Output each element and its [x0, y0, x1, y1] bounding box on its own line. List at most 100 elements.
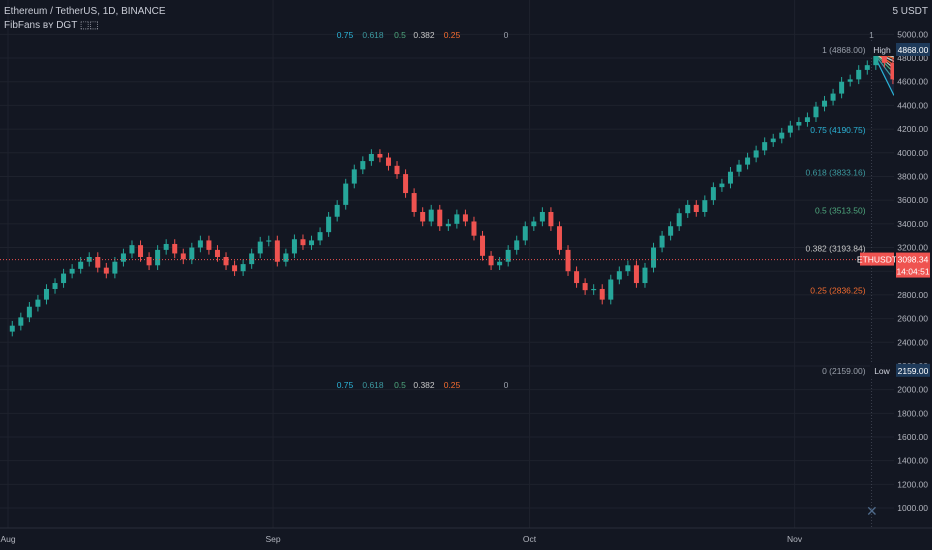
fan-top-label: 0.5	[394, 30, 406, 40]
candle	[762, 142, 768, 151]
candle	[582, 283, 588, 291]
candle	[266, 240, 272, 242]
low-value-tag: 2159.00	[898, 366, 929, 376]
time-tick-label: Sep	[265, 534, 280, 544]
price-tick-label: 4800.00	[897, 53, 928, 63]
candle	[685, 204, 691, 214]
candle	[839, 81, 845, 94]
time-tick-label: Nov	[787, 534, 803, 544]
candle	[155, 249, 161, 266]
candle	[283, 253, 289, 262]
candle	[69, 268, 75, 274]
candle	[471, 221, 477, 236]
price-tick-label: 1000.00	[897, 503, 928, 513]
candle	[257, 241, 263, 254]
candle	[719, 183, 725, 188]
candle	[385, 157, 391, 166]
candle	[138, 245, 144, 257]
candle	[856, 69, 862, 80]
candle	[309, 240, 315, 246]
price-tick-label: 3400.00	[897, 219, 928, 229]
candle	[616, 271, 622, 280]
candle	[881, 55, 887, 63]
candle	[522, 226, 528, 241]
fib-level-label: 0.75 (4190.75)	[810, 125, 865, 135]
symbol-title: Ethereum / TetherUS, 1D, BINANCE	[4, 6, 166, 17]
candle	[787, 125, 793, 133]
candle	[745, 157, 751, 165]
price-tick-label: 2000.00	[897, 385, 928, 395]
candle	[804, 117, 810, 122]
ticker-tag: ETHUSDT	[857, 255, 897, 265]
candle	[599, 288, 605, 300]
fan-top-label: 0.75	[337, 30, 354, 40]
fan-bottom-label: 0.618	[362, 380, 384, 390]
price-tick-label: 2800.00	[897, 290, 928, 300]
candle	[480, 235, 486, 256]
price-tick-label: 3800.00	[897, 171, 928, 181]
candle	[189, 247, 195, 260]
candle	[702, 200, 708, 212]
candle	[326, 216, 332, 233]
last-price-tag-bg	[896, 252, 930, 266]
candle	[574, 271, 580, 284]
candle	[403, 174, 409, 194]
candle	[61, 273, 67, 284]
candle	[642, 267, 648, 284]
candle	[659, 235, 665, 248]
candle	[633, 265, 639, 284]
fib-level-label: 1 (4868.00)	[822, 45, 866, 55]
candle	[454, 214, 460, 224]
candle	[172, 243, 178, 254]
candle	[693, 204, 699, 212]
candle	[539, 211, 545, 222]
candle	[710, 187, 716, 201]
low-name-tag: Low	[874, 366, 890, 376]
price-tick-label: 1800.00	[897, 408, 928, 418]
candle	[103, 267, 109, 274]
candle	[129, 245, 135, 254]
currency-label[interactable]: 5 USDT	[892, 6, 928, 17]
candle	[18, 317, 24, 326]
time-tick-label: Aug	[0, 534, 15, 544]
indicator-title[interactable]: FibFans ʙʏ DGT ⬚⬚	[4, 20, 99, 31]
candle	[608, 279, 614, 300]
candle	[830, 93, 836, 101]
price-tick-label: 4000.00	[897, 148, 928, 158]
candle	[813, 106, 819, 118]
price-tick-label: 1400.00	[897, 456, 928, 466]
candle	[146, 256, 152, 266]
high-value-tag-bg	[896, 43, 930, 56]
fan-top-label: 0	[504, 30, 509, 40]
candle	[291, 239, 297, 254]
candle	[668, 226, 674, 236]
candle	[428, 209, 434, 222]
low-name-tag-bg	[870, 363, 894, 377]
candle	[43, 288, 49, 300]
price-tick-label: 4200.00	[897, 124, 928, 134]
candle	[112, 261, 118, 274]
candle	[368, 153, 374, 162]
fan-top-label: 0.382	[413, 30, 435, 40]
candle	[120, 253, 126, 262]
fib-level-label: 0 (2159.00)	[822, 366, 866, 376]
fan-bottom-label: 0.5	[394, 380, 406, 390]
high-name-tag: High	[873, 45, 891, 55]
candle	[727, 171, 733, 184]
fib-level-label: 0.5 (3513.50)	[815, 205, 866, 215]
candle	[163, 243, 169, 250]
price-tick-label: 3200.00	[897, 243, 928, 253]
price-tick-label: 2400.00	[897, 337, 928, 347]
countdown-tag: 14:04:51	[896, 267, 929, 277]
time-axis-bg	[0, 528, 932, 550]
fan-top-label: 0.25	[444, 30, 461, 40]
high-value-tag: 4868.00	[898, 45, 929, 55]
reset-zoom-icon[interactable]: ✕	[866, 503, 878, 519]
fib-level-label: 0.25 (2836.25)	[810, 286, 865, 296]
candle	[317, 232, 323, 241]
candle	[890, 62, 896, 80]
candle	[411, 193, 417, 212]
candle	[796, 121, 802, 126]
candle	[343, 183, 349, 205]
